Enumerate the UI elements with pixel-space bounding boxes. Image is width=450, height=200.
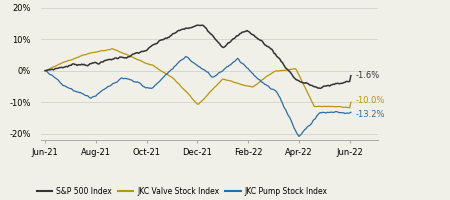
- Legend: S&P 500 Index, JKC Valve Stock Index, JKC Pump Stock Index: S&P 500 Index, JKC Valve Stock Index, JK…: [34, 184, 330, 199]
- Text: -10.0%: -10.0%: [356, 96, 385, 105]
- Text: -1.6%: -1.6%: [356, 71, 380, 80]
- Text: -13.2%: -13.2%: [356, 110, 385, 119]
